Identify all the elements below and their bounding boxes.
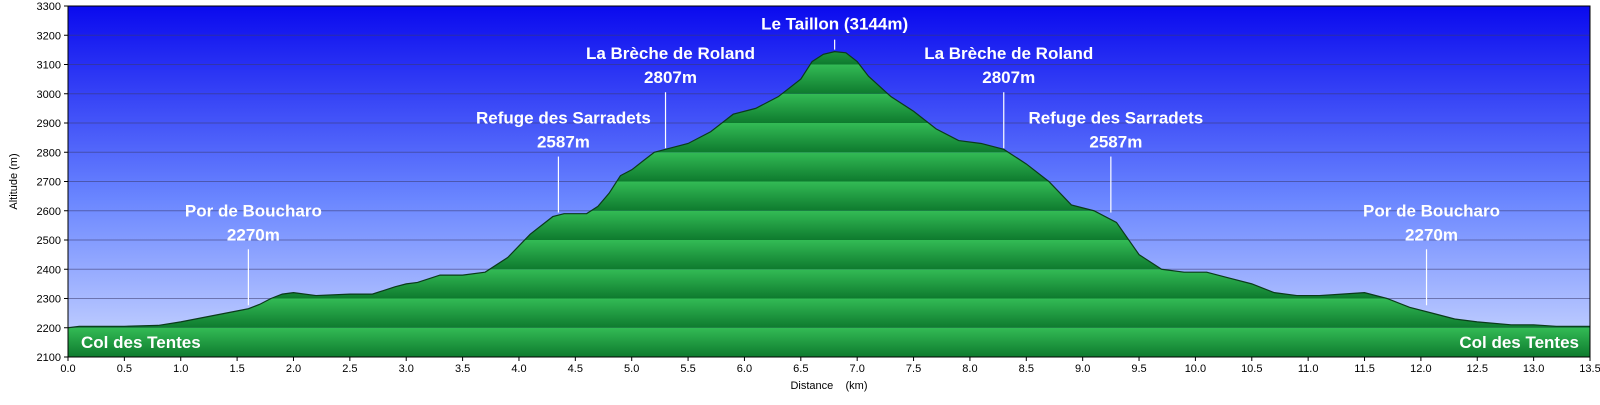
- y-tick-label: 2200: [37, 323, 61, 335]
- waypoint-altitude: 2270m: [1405, 225, 1458, 244]
- x-tick-label: 5.5: [680, 363, 695, 375]
- waypoint-annotation: Refuge des Sarradets 2587m: [476, 109, 651, 213]
- waypoint-annotation: Col des Tentes: [81, 333, 201, 352]
- waypoint-name: La Brèche de Roland: [586, 44, 755, 63]
- waypoint-name: Refuge des Sarradets: [476, 109, 651, 128]
- y-tick-label: 2500: [37, 235, 61, 247]
- waypoint-name: Por de Boucharo: [185, 201, 322, 220]
- x-tick-label: 0.5: [117, 363, 132, 375]
- x-tick-label: 6.5: [793, 363, 808, 375]
- y-axis-label: Altitude (m): [8, 153, 20, 209]
- waypoint-annotation: La Brèche de Roland 2807m: [586, 44, 755, 149]
- x-tick-label: 8.5: [1019, 363, 1034, 375]
- x-tick-label: 13.0: [1523, 363, 1544, 375]
- elevation-line: [67, 51, 1590, 329]
- x-tick-label: 4.0: [511, 363, 526, 375]
- waypoint-altitude: 2270m: [227, 225, 280, 244]
- x-tick-label: 11.5: [1354, 363, 1375, 375]
- waypoint-annotation: Por de Boucharo 2270m: [185, 201, 322, 306]
- y-tick-label: 3100: [37, 60, 61, 72]
- endpoint-label: Col des Tentes: [81, 333, 201, 352]
- y-tick-label: 3300: [37, 1, 61, 13]
- x-tick-label: 3.5: [455, 363, 470, 375]
- x-tick-label: 3.0: [399, 363, 414, 375]
- y-tick-label: 3200: [37, 30, 61, 42]
- annotations: Le Taillon (3144m) La Brèche de Roland 280…: [81, 15, 1579, 352]
- x-tick-label: 12.5: [1467, 363, 1488, 375]
- y-axis-ticks: 2100 2200 2300 2400 2500 2600 2700 2800 2900 3000…: [37, 1, 68, 364]
- x-tick-label: 10.5: [1241, 363, 1262, 375]
- waypoint-annotation: Refuge des Sarradets 2587m: [1028, 109, 1203, 213]
- waypoint-annotation: Le Taillon (3144m): [761, 15, 908, 50]
- waypoint-annotation: Col des Tentes: [1459, 333, 1579, 352]
- x-tick-label: 8.0: [962, 363, 977, 375]
- y-tick-label: 2300: [37, 294, 61, 306]
- x-tick-label: 9.5: [1131, 363, 1146, 375]
- x-tick-label: 5.0: [624, 363, 639, 375]
- x-tick-label: 2.0: [286, 363, 301, 375]
- x-tick-label: 11.0: [1298, 363, 1319, 375]
- x-tick-label: 2.5: [342, 363, 357, 375]
- x-tick-label: 10.0: [1185, 363, 1206, 375]
- x-tick-label: 9.0: [1075, 363, 1090, 375]
- y-tick-label: 2800: [37, 147, 61, 159]
- terrain-band: [68, 298, 1590, 328]
- x-tick-label: 1.5: [229, 363, 244, 375]
- y-tick-label: 3000: [37, 89, 61, 101]
- x-tick-label: 4.5: [568, 363, 583, 375]
- x-tick-label: 0.0: [60, 363, 75, 375]
- endpoint-label: Col des Tentes: [1459, 333, 1579, 352]
- y-tick-label: 2100: [37, 352, 61, 364]
- x-tick-label: 7.0: [850, 363, 865, 375]
- waypoint-name: La Brèche de Roland: [924, 44, 1093, 63]
- y-tick-label: 2700: [37, 177, 61, 189]
- waypoint-name: Refuge des Sarradets: [1028, 109, 1203, 128]
- x-tick-label: 7.5: [906, 363, 921, 375]
- x-tick-label: 1.0: [173, 363, 188, 375]
- summit-label: Le Taillon (3144m): [761, 15, 908, 34]
- y-tick-label: 2900: [37, 118, 61, 130]
- y-tick-label: 2600: [37, 206, 61, 218]
- waypoint-altitude: 2807m: [982, 68, 1035, 87]
- x-axis-label: Distance (km): [790, 380, 867, 392]
- waypoint-altitude: 2587m: [1089, 133, 1142, 152]
- x-tick-label: 12.0: [1410, 363, 1431, 375]
- x-tick-label: 6.0: [737, 363, 752, 375]
- waypoint-annotation: La Brèche de Roland 2807m: [924, 44, 1093, 149]
- waypoint-altitude: 2587m: [537, 133, 590, 152]
- waypoint-altitude: 2807m: [644, 68, 697, 87]
- waypoint-name: Por de Boucharo: [1363, 201, 1500, 220]
- x-axis-ticks: 0.0 0.5 1.0 1.5 2.0 2.5 3.0 3.5 4.0 4.5 5.0 5.5 6.0 6…: [60, 357, 1600, 375]
- x-tick-label: 13.5: [1579, 363, 1600, 375]
- y-tick-label: 2400: [37, 264, 61, 276]
- terrain-band: [68, 327, 1590, 357]
- waypoint-annotation: Por de Boucharo 2270m: [1363, 201, 1500, 306]
